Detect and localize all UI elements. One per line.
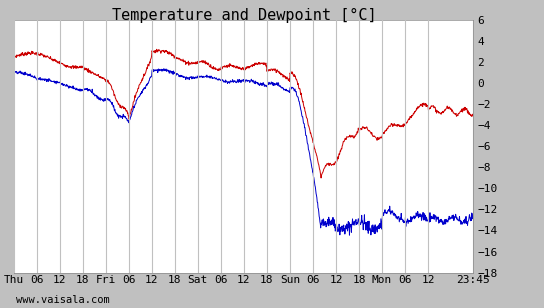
Text: www.vaisala.com: www.vaisala.com: [16, 295, 110, 305]
Text: Temperature and Dewpoint [°C]: Temperature and Dewpoint [°C]: [113, 8, 377, 23]
